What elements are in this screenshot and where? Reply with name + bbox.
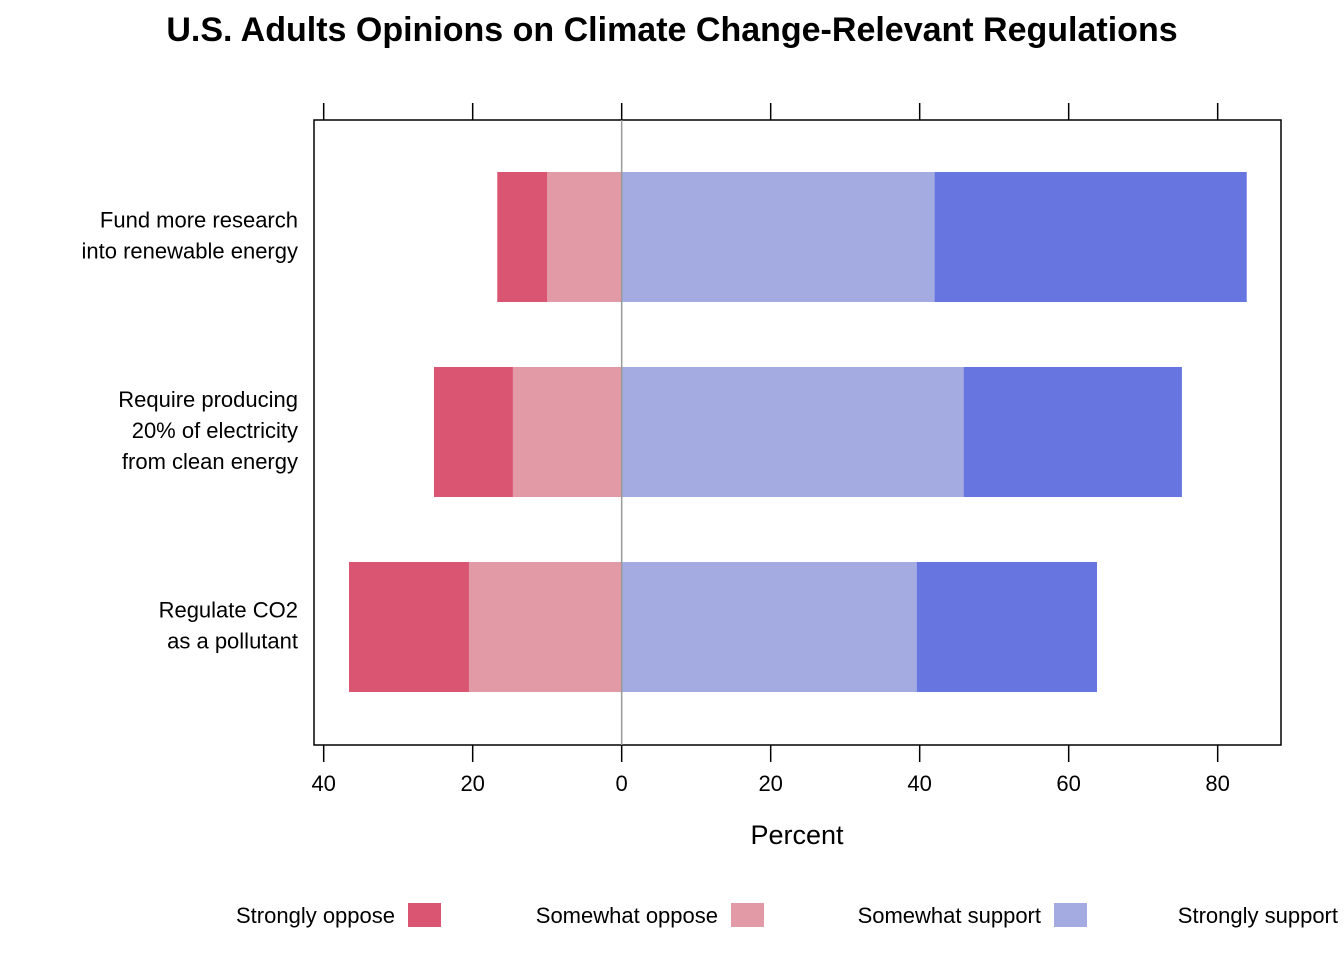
x-tick-label: 20 [460,771,484,796]
bar-segment [349,562,469,692]
legend-swatch [408,903,441,927]
bar-segment [934,172,1247,302]
legend-label: Strongly support [1178,903,1338,928]
legend-swatch [1054,903,1087,927]
chart-title: U.S. Adults Opinions on Climate Change-R… [166,11,1177,49]
x-tick-label: 0 [616,771,628,796]
bar-segment [621,172,935,302]
x-axis-label: Percent [750,820,844,850]
legend-label: Somewhat oppose [536,903,718,928]
x-tick-label: 80 [1205,771,1229,796]
bar-segment [433,367,513,497]
x-tick-label: 40 [907,771,931,796]
bar-segment [497,172,548,302]
bar-segment [916,562,1097,692]
bar-segment [468,562,622,692]
legend-label: Strongly oppose [236,903,395,928]
bar-segment [621,367,964,497]
y-tick-label: Require producing 20% of electricity from … [118,387,298,474]
legend-label: Somewhat support [858,903,1041,928]
x-tick-label: 20 [758,771,782,796]
x-tick-label: 40 [311,771,335,796]
legend-swatch [731,903,764,927]
y-tick-label: Fund more research into renewable energy [82,207,298,263]
bar-segment [621,562,917,692]
bar-segment [547,172,622,302]
x-tick-label: 60 [1056,771,1080,796]
y-tick-label: Regulate CO2 as a pollutant [159,597,298,653]
bar-segment [512,367,622,497]
bar-segment [963,367,1182,497]
plot-frame [313,119,1282,746]
